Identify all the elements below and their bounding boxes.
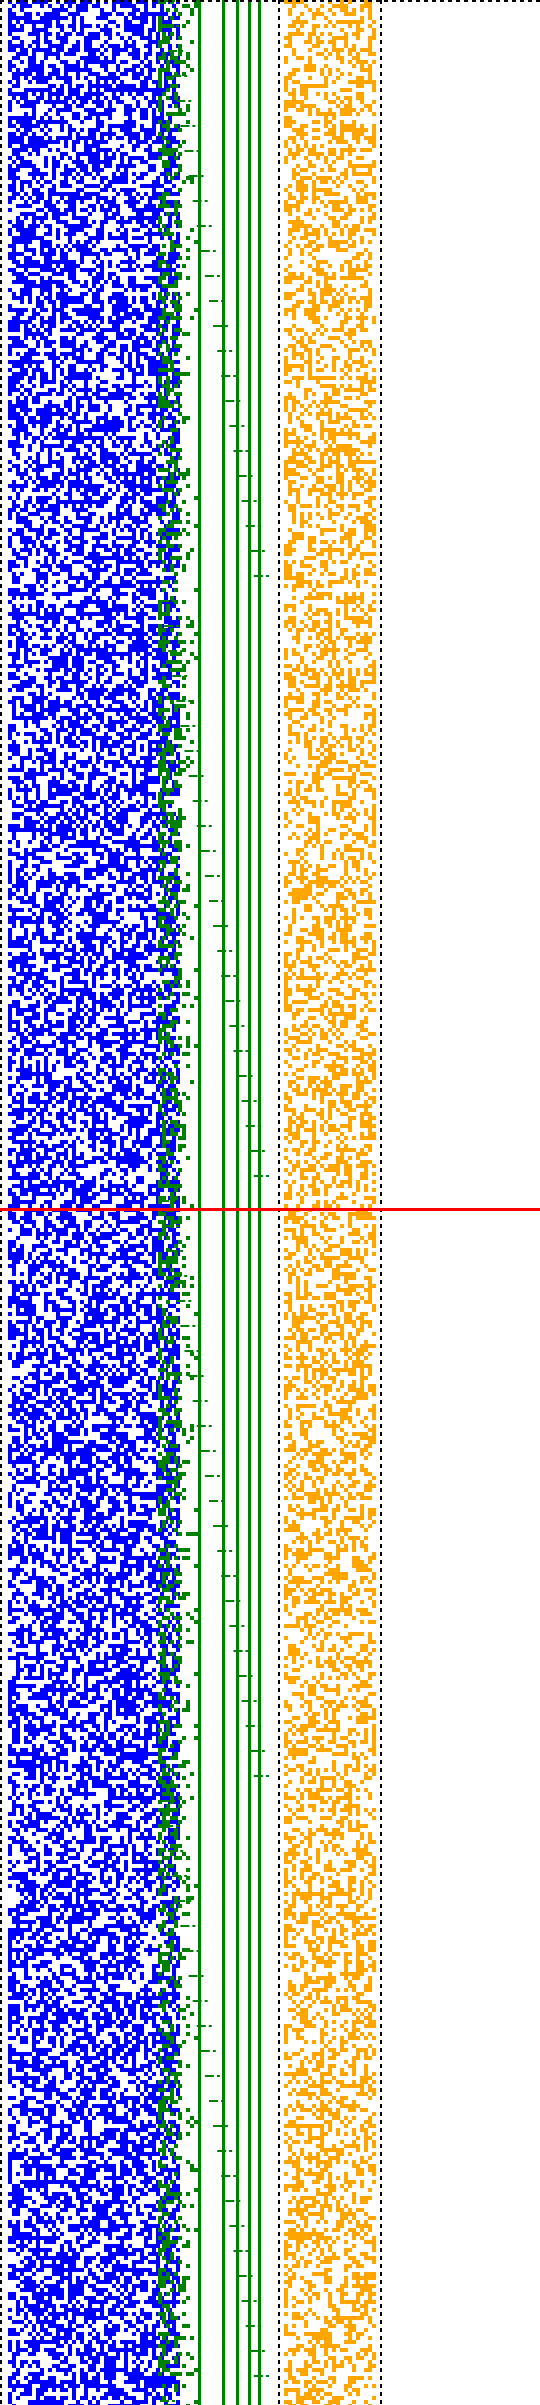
matrix-visualization	[0, 0, 540, 2405]
